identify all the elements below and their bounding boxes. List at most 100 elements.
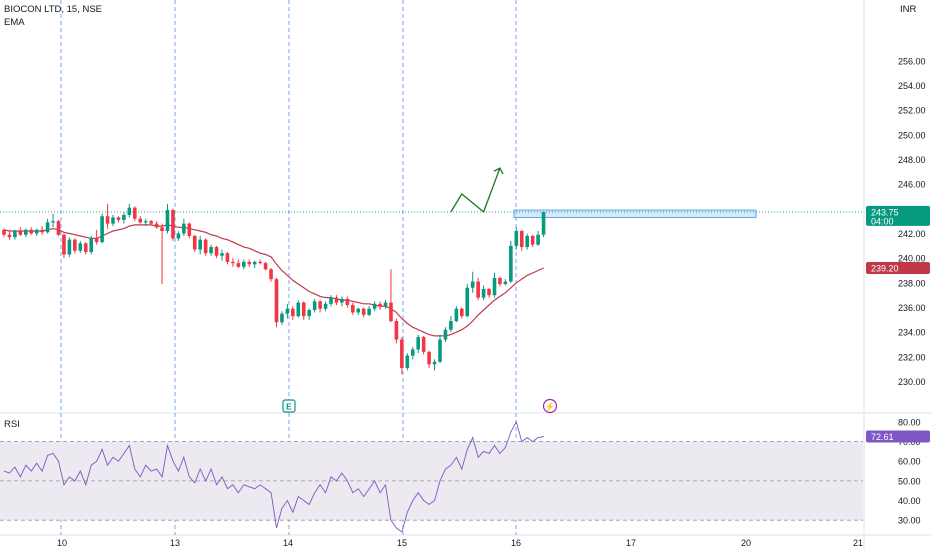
rsi-tick-label: 80.00 — [898, 417, 921, 427]
candle-body — [383, 302, 388, 307]
markers-layer: E ⚡ — [282, 398, 558, 414]
candle-body — [236, 263, 241, 267]
candle-body — [127, 207, 132, 215]
rsi-value-badge — [866, 430, 930, 443]
candle-body — [274, 279, 279, 323]
candle-body — [378, 303, 382, 307]
candle-body — [171, 210, 175, 239]
price-tick-label: 236.00 — [898, 303, 926, 313]
candle-body — [116, 217, 121, 220]
time-tick-label: 10 — [57, 538, 67, 548]
candle-body — [62, 234, 66, 255]
candle-body — [443, 329, 448, 340]
candles-layer — [2, 203, 546, 375]
candle-body — [149, 221, 153, 224]
candle-body — [356, 308, 361, 313]
time-tick-label: 14 — [283, 538, 293, 548]
candle-body — [367, 308, 371, 315]
rsi-value-badge-text: 72.61 — [871, 432, 894, 442]
candle-body — [372, 303, 377, 309]
candle-body — [258, 261, 262, 264]
candle-body — [492, 277, 497, 296]
candle-body — [203, 239, 208, 254]
price-tick-label: 240.00 — [898, 254, 926, 264]
candle-body — [530, 235, 535, 245]
candle-body — [345, 298, 350, 306]
candle-body — [269, 269, 273, 280]
candle-body — [94, 238, 99, 243]
candle-body — [410, 349, 415, 356]
candle-body — [432, 361, 437, 365]
candle-body — [498, 277, 502, 285]
projection-layer — [450, 167, 504, 213]
rsi-label[interactable]: RSI — [4, 419, 20, 430]
last-price-badge-text: 243.75 — [871, 207, 899, 217]
candle-body — [182, 223, 186, 234]
candle-body — [481, 289, 486, 298]
price-tick-label: 246.00 — [898, 180, 926, 190]
rsi-line — [3, 420, 544, 533]
candle-body — [361, 308, 366, 315]
candle-body — [421, 337, 426, 352]
candle-body — [509, 245, 513, 282]
candle-body — [525, 235, 529, 248]
candle-body — [133, 207, 137, 219]
candle-body — [541, 211, 546, 235]
price-tick-label: 256.00 — [898, 56, 926, 66]
candle-body — [312, 301, 317, 310]
candle-body — [214, 247, 219, 256]
candle-body — [73, 239, 77, 251]
time-tick-label: 16 — [511, 538, 521, 548]
candle-body — [340, 298, 344, 303]
candle-body — [160, 227, 164, 232]
candle-body — [100, 216, 104, 243]
candle-body — [334, 297, 339, 303]
candle-body — [111, 217, 115, 224]
candle-body — [18, 231, 23, 235]
candle-body — [285, 308, 290, 314]
price-tick-label: 254.00 — [898, 81, 926, 91]
price-tick-label: 248.00 — [898, 155, 926, 165]
candle-body — [89, 238, 93, 252]
time-tick-label: 15 — [397, 538, 407, 548]
candle-body — [122, 215, 126, 220]
zone-layer — [0, 209, 863, 218]
price-tick-label: 232.00 — [898, 352, 926, 362]
candle-body — [24, 229, 28, 235]
candle-body — [301, 302, 306, 317]
ema-value-badge — [866, 262, 930, 275]
earnings-marker — [282, 399, 296, 413]
dividend-marker — [542, 398, 558, 414]
candle-body — [389, 302, 393, 322]
candle-body — [176, 233, 181, 239]
ema-layer — [3, 224, 544, 337]
candle-body — [56, 221, 61, 235]
indicator-ema-label[interactable]: EMA — [4, 17, 25, 28]
candle-body — [242, 261, 246, 267]
candle-body — [318, 301, 322, 309]
price-tick-label: 242.00 — [898, 229, 926, 239]
candle-body — [465, 287, 470, 317]
candle-body — [536, 234, 540, 245]
candle-body — [514, 231, 519, 246]
price-tick-label: 230.00 — [898, 377, 926, 387]
rsi-tick-label: 30.00 — [898, 516, 921, 526]
candle-body — [519, 231, 524, 248]
price-tick-label: 234.00 — [898, 328, 926, 338]
candle-body — [487, 289, 491, 296]
candle-body — [503, 281, 508, 285]
axis-layer: 230.00 232.00 234.00 236.00 238.00 240.00 242.… — [57, 56, 930, 548]
candle-body — [394, 321, 399, 340]
candle-body — [225, 253, 230, 262]
rsi-tick-label: 50.00 — [898, 476, 921, 486]
symbol-title[interactable]: BIOCON LTD, 15, NSE — [4, 4, 102, 15]
candle-body — [34, 229, 39, 234]
candle-body — [78, 243, 83, 251]
time-tick-label: 13 — [170, 538, 180, 548]
rsi-tick-label: 60.00 — [898, 457, 921, 467]
candle-body — [476, 281, 480, 298]
candle-body — [400, 339, 404, 368]
